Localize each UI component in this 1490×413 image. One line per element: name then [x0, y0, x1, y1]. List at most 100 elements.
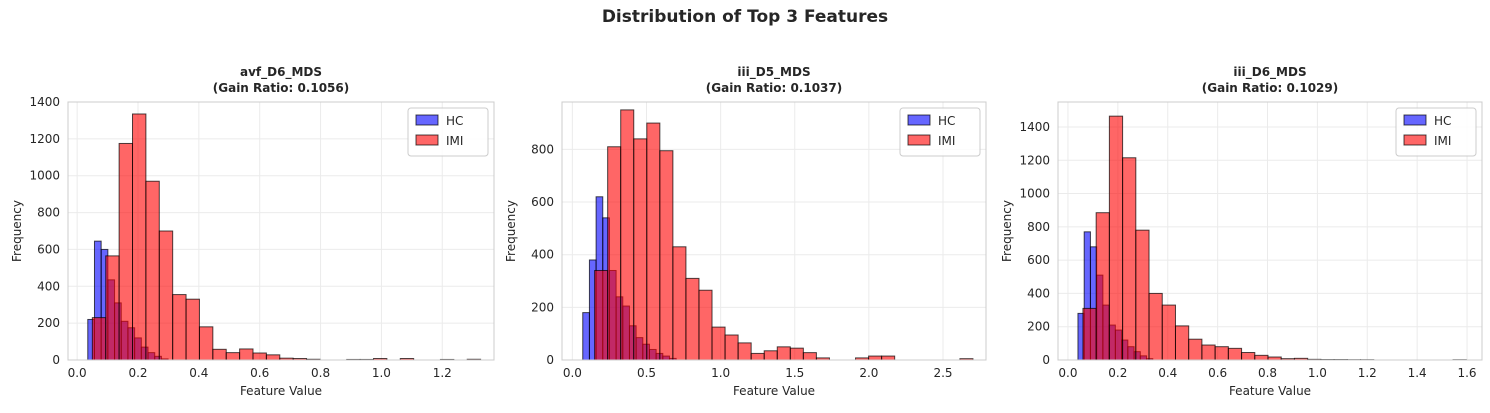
histogram-bar	[868, 355, 883, 361]
histogram-bar	[620, 109, 635, 361]
panel-title: avf_D6_MDS	[240, 65, 322, 80]
legend-swatch-IMI	[907, 134, 931, 146]
x-tick-label: 0.8	[311, 366, 330, 380]
histogram-bar	[91, 317, 107, 361]
histogram-bar	[659, 150, 674, 361]
histogram-bar	[1122, 157, 1137, 361]
x-tick-label: 1.5	[785, 366, 804, 380]
histogram-bar	[672, 246, 687, 361]
legend-label-IMI: IMI	[938, 134, 955, 148]
histogram-bar	[212, 348, 227, 361]
x-axis-label: Feature Value	[733, 384, 815, 398]
x-axis-label: Feature Value	[1229, 384, 1311, 398]
x-tick-label: 0.5	[637, 366, 656, 380]
histogram-bar	[594, 269, 609, 361]
histogram-bar	[172, 294, 187, 361]
histogram-bar	[724, 334, 739, 361]
histogram-bar	[881, 355, 896, 361]
y-tick-label: 800	[531, 142, 554, 156]
y-tick-label: 800	[37, 206, 60, 220]
histogram-panel-1: 0.0 0.2 0.4 0.6 0.8 1.0 1.2 0 200 400 600 800 1000 12…	[10, 65, 495, 398]
histogram-panel-2: 0.0 0.5 1.0 1.5 2.0 2.5 0 200 400 600 800 Feature V…	[504, 65, 987, 398]
y-tick-label: 600	[531, 195, 554, 209]
x-tick-label: 0.8	[1258, 366, 1277, 380]
histogram-bar	[1214, 346, 1229, 361]
y-tick-label: 600	[37, 242, 60, 256]
histogram-bar	[737, 342, 752, 361]
y-tick-label: 1000	[1019, 187, 1050, 201]
histogram-bar	[265, 354, 281, 361]
histogram-bar	[198, 326, 214, 361]
histogram-bar	[1148, 292, 1163, 361]
histogram-bar	[802, 352, 817, 361]
y-tick-label: 400	[531, 248, 554, 262]
histogram-bar	[1161, 304, 1176, 361]
legend-swatch-HC	[907, 114, 931, 126]
series-IMI	[91, 113, 482, 361]
x-tick-label: 2.0	[859, 366, 878, 380]
y-axis-label: Frequency	[1000, 200, 1014, 262]
x-tick-label: 0.0	[563, 366, 582, 380]
y-axis-label: Frequency	[10, 200, 24, 262]
y-tick-label: 1400	[29, 95, 60, 109]
legend-swatch-IMI	[415, 134, 439, 146]
y-tick-label: 400	[37, 279, 60, 293]
histogram-bar	[1108, 115, 1124, 361]
panel-title: iii_D6_MDS	[1233, 65, 1306, 80]
histogram-bar	[252, 352, 267, 361]
y-axis-label: Frequency	[504, 200, 518, 262]
x-tick-label: 1.6	[1457, 366, 1476, 380]
histogram-panel-3: 0.0 0.2 0.4 0.6 0.8 1.0 1.2 1.4 1.6 0 200 400 600 800…	[1000, 65, 1483, 398]
histogram-bar	[1254, 354, 1269, 361]
x-tick-label: 1.0	[711, 366, 730, 380]
histogram-bar	[1241, 352, 1256, 361]
legend: HC IMI	[1395, 107, 1477, 157]
panel-subtitle: (Gain Ratio: 0.1056)	[213, 81, 349, 95]
x-tick-label: 1.2	[1358, 366, 1377, 380]
y-tick-label: 600	[1027, 253, 1050, 267]
histogram-bar	[132, 113, 147, 361]
axes-frame	[1057, 101, 1483, 361]
y-tick-label: 0	[1042, 353, 1050, 367]
panel-title: iii_D5_MDS	[737, 65, 810, 80]
x-tick-label: 2.5	[933, 366, 952, 380]
legend-swatch-IMI	[1403, 134, 1427, 146]
series-IMI	[1082, 115, 1467, 361]
y-tick-label: 200	[37, 316, 60, 330]
x-axis-label: Feature Value	[240, 384, 322, 398]
histogram-bar	[1188, 338, 1203, 361]
axes-frame	[67, 101, 495, 361]
histogram-bar	[685, 277, 700, 361]
legend-label-IMI: IMI	[446, 134, 463, 148]
x-tick-label: 0.4	[189, 366, 208, 380]
y-tick-label: 800	[1027, 220, 1050, 234]
x-tick-label: 0.0	[68, 366, 87, 380]
y-tick-label: 1000	[29, 169, 60, 183]
histogram-bar	[698, 289, 713, 361]
histogram-bar	[239, 348, 254, 361]
panel-subtitle: (Gain Ratio: 0.1029)	[1202, 81, 1338, 95]
histogram-bar	[225, 352, 241, 361]
histogram-bar	[105, 255, 120, 361]
y-tick-label: 0	[52, 353, 60, 367]
x-tick-label: 0.2	[1108, 366, 1127, 380]
histogram-bar	[145, 180, 160, 361]
y-tick-label: 200	[531, 300, 554, 314]
panel-subtitle: (Gain Ratio: 0.1037)	[706, 81, 842, 95]
legend-label-HC: HC	[938, 114, 955, 128]
histogram-bar	[646, 122, 661, 361]
x-tick-label: 1.0	[1308, 366, 1327, 380]
histogram-bar	[711, 326, 726, 361]
histogram-bar	[118, 142, 134, 361]
histogram-bar	[185, 298, 200, 361]
legend: HC IMI	[407, 107, 489, 157]
x-tick-label: 0.6	[250, 366, 269, 380]
histogram-bar	[1082, 307, 1097, 361]
histogram-bar	[763, 350, 778, 361]
legend-label-IMI: IMI	[1434, 134, 1451, 148]
histogram-bar	[158, 230, 174, 361]
y-tick-label: 200	[1027, 320, 1050, 334]
x-tick-label: 0.2	[128, 366, 147, 380]
